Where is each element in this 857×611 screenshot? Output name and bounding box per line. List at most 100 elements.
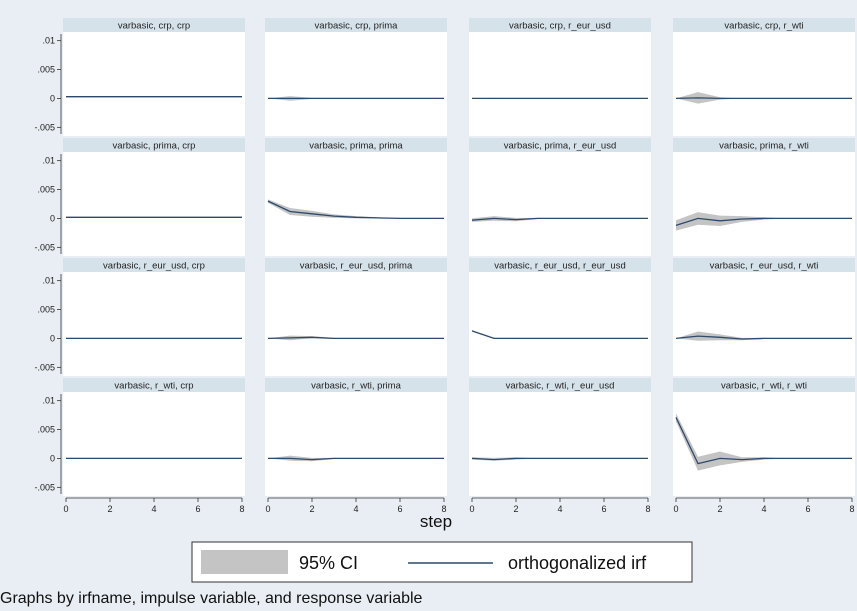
y-tick-label: 0 [50,93,55,103]
panel-strip [63,378,245,392]
panel-plot-area [265,272,447,376]
y-tick-label: .005 [37,65,55,75]
panel-strip [63,138,245,152]
panel-plot-area [469,272,651,376]
panel-strip [63,18,245,32]
panel-strip [673,378,855,392]
panel-strip [469,378,651,392]
x-tick-label: 8 [645,504,650,514]
x-tick-label: 6 [805,504,810,514]
panel-plot-area [265,392,447,496]
panel-strip [63,258,245,272]
panel-title: varbasic, crp, crp [118,21,190,32]
panel-title: varbasic, prima, prima [309,141,403,152]
legend-ci-swatch [201,550,288,574]
panel-title: varbasic, r_wti, r_eur_usd [506,381,615,392]
irf-line [471,217,648,221]
panel-plot-area [265,32,447,136]
panel-plot-area [63,392,245,496]
y-tick-label: -.005 [34,482,55,492]
ci-band [676,413,786,471]
panel-plot-area [63,32,245,136]
irf-line [267,200,444,220]
irf-line [675,217,852,227]
x-tick-label: 0 [469,504,474,514]
x-tick-label: 2 [717,504,722,514]
x-tick-label: 0 [673,504,678,514]
ci-band [268,199,400,219]
y-tick-label: .01 [42,276,55,286]
panel-strip [265,258,447,272]
panel-strip [673,18,855,32]
x-tick-label: 6 [195,504,200,514]
y-tick-label: .01 [42,36,55,46]
panel-title: varbasic, r_eur_usd, r_wti [710,261,819,272]
panel-title: varbasic, r_eur_usd, prima [300,261,413,272]
y-tick-label: -.005 [34,362,55,372]
irf-line [267,336,444,340]
x-tick-label: 0 [265,504,270,514]
x-tick-label: 8 [441,504,446,514]
y-tick-label: .005 [37,425,55,435]
panel-title: varbasic, crp, r_wti [724,21,803,32]
y-tick-label: -.005 [34,122,55,132]
panel-plot-area [469,392,651,496]
y-tick-label: .005 [37,185,55,195]
ci-band [676,212,786,231]
y-tick-label: -.005 [34,242,55,252]
y-tick-label: 0 [50,333,55,343]
y-tick-label: 0 [50,213,55,223]
y-tick-label: .01 [42,396,55,406]
x-tick-label: 4 [761,504,766,514]
panel-title: varbasic, r_wti, crp [114,381,193,392]
x-tick-label: 2 [513,504,518,514]
panel-title: varbasic, r_eur_usd, crp [103,261,205,272]
panel-strip [265,138,447,152]
panel-title: varbasic, r_wti, r_wti [721,381,807,392]
x-tick-label: 4 [151,504,156,514]
ci-band [268,455,356,462]
panel-plot-area [265,152,447,256]
x-axis-title: step [420,512,452,531]
irf-line [675,97,852,100]
irf-line [675,335,852,340]
panel-title: varbasic, r_wti, prima [311,381,401,392]
panel-title: varbasic, crp, prima [315,21,399,32]
footer-note: Graphs by irfname, impulse variable, and… [0,590,423,607]
irf-line [675,417,852,465]
y-tick-label: .01 [42,156,55,166]
panel-title: varbasic, crp, r_eur_usd [509,21,611,32]
panel-strip [673,258,855,272]
panel-strip [265,378,447,392]
legend-irf-label: orthogonalized irf [508,553,647,573]
panel-title: varbasic, prima, crp [113,141,196,152]
panel-strip [265,18,447,32]
x-tick-label: 8 [239,504,244,514]
panel-plot-area [63,152,245,256]
x-tick-label: 2 [107,504,112,514]
irf-line [471,457,648,461]
x-tick-label: 0 [63,504,68,514]
x-tick-label: 4 [557,504,562,514]
panel-strip [469,258,651,272]
panel-title: varbasic, prima, r_eur_usd [504,141,616,152]
panel-title: varbasic, r_eur_usd, r_eur_usd [494,261,626,272]
panel-strip [469,18,651,32]
irf-line [471,330,648,340]
panel-plot-area [469,32,651,136]
irf-line [268,457,444,461]
panel-plot-area [673,152,855,256]
panel-plot-area [673,272,855,376]
x-tick-label: 6 [397,504,402,514]
panel-plot-area [673,32,855,136]
panel-plot-area [469,152,651,256]
panel-strip [469,138,651,152]
x-tick-label: 6 [601,504,606,514]
y-tick-label: .005 [37,305,55,315]
x-tick-label: 4 [353,504,358,514]
legend-ci-label: 95% CI [299,553,358,573]
x-tick-label: 8 [849,504,854,514]
panel-title: varbasic, prima, r_wti [719,141,809,152]
